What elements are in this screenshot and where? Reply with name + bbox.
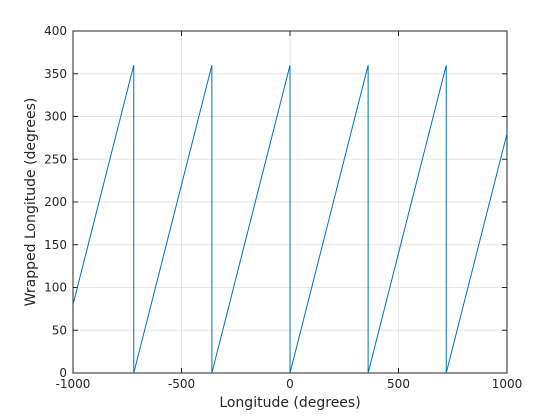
y-tick-label: 50: [52, 323, 67, 337]
x-tick-label: 500: [387, 377, 410, 391]
y-tick-label: 350: [44, 67, 67, 81]
x-tick-label: -500: [168, 377, 195, 391]
y-tick-label: 150: [44, 238, 67, 252]
y-tick-label: 250: [44, 152, 67, 166]
y-axis-label: Wrapped Longitude (degrees): [23, 98, 39, 307]
x-tick-label: 1000: [492, 377, 523, 391]
y-tick-label: 300: [44, 110, 67, 124]
data-line: [72, 65, 508, 374]
y-tick-label: 400: [44, 24, 67, 38]
y-tick-label: 100: [44, 281, 67, 295]
y-tick-label: 200: [44, 195, 67, 209]
y-tick-label: 0: [59, 366, 67, 380]
x-tick-label: -1000: [56, 377, 91, 391]
x-axis-label: Longitude (degrees): [219, 395, 360, 411]
x-tick-label: 0: [286, 377, 294, 391]
